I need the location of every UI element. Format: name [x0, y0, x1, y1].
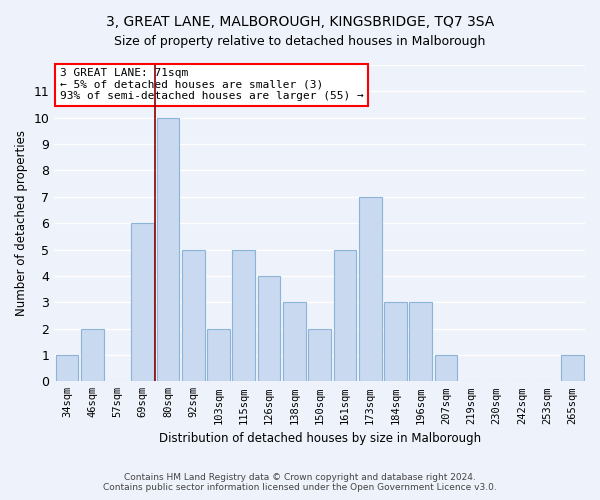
- Text: 3 GREAT LANE: 71sqm
← 5% of detached houses are smaller (3)
93% of semi-detached: 3 GREAT LANE: 71sqm ← 5% of detached hou…: [59, 68, 364, 102]
- Bar: [182, 250, 205, 382]
- Text: Size of property relative to detached houses in Malborough: Size of property relative to detached ho…: [115, 35, 485, 48]
- Bar: [131, 223, 154, 382]
- Bar: [232, 250, 255, 382]
- X-axis label: Distribution of detached houses by size in Malborough: Distribution of detached houses by size …: [158, 432, 481, 445]
- Bar: [434, 355, 457, 382]
- Y-axis label: Number of detached properties: Number of detached properties: [15, 130, 28, 316]
- Bar: [283, 302, 306, 382]
- Bar: [207, 328, 230, 382]
- Text: 3, GREAT LANE, MALBOROUGH, KINGSBRIDGE, TQ7 3SA: 3, GREAT LANE, MALBOROUGH, KINGSBRIDGE, …: [106, 15, 494, 29]
- Bar: [56, 355, 78, 382]
- Text: Contains HM Land Registry data © Crown copyright and database right 2024.
Contai: Contains HM Land Registry data © Crown c…: [103, 473, 497, 492]
- Bar: [359, 197, 382, 382]
- Bar: [157, 118, 179, 382]
- Bar: [334, 250, 356, 382]
- Bar: [409, 302, 432, 382]
- Bar: [561, 355, 584, 382]
- Bar: [384, 302, 407, 382]
- Bar: [308, 328, 331, 382]
- Bar: [258, 276, 280, 382]
- Bar: [81, 328, 104, 382]
